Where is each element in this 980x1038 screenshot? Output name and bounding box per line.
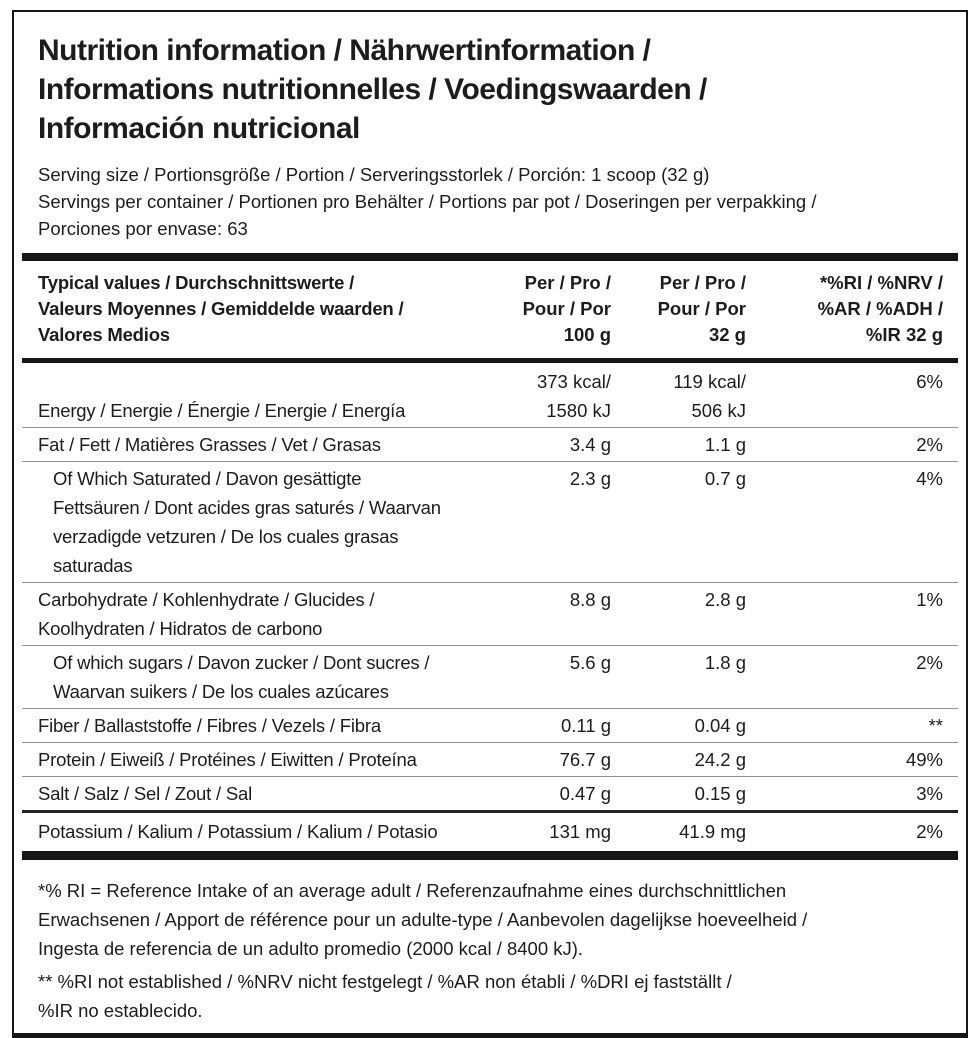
table-bottom-bar: [22, 851, 958, 860]
value-per-32g: 24.2 g: [694, 749, 746, 770]
value-per-100g: 76.7 g: [559, 749, 611, 770]
value-per-100g: 0.11 g: [560, 715, 611, 736]
row-sugars: Of which sugars / Davon zucker / Dont su…: [22, 646, 958, 709]
nutrition-table: Typical values / Durchschnittswerte / Va…: [22, 261, 958, 860]
serving-size-text: Serving size / Portionsgröße / Portion /…: [38, 164, 710, 185]
row-protein: Protein / Eiweiß / Protéines / Eiwitten …: [22, 743, 958, 777]
value-per-100g: 5.6 g: [569, 652, 611, 673]
value-per-100g: 373 kcal/ 1580 kJ: [536, 371, 611, 421]
value-ri-percent: 6%: [916, 371, 943, 392]
row-fat: Fat / Fett / Matières Grasses / Vet / Gr…: [22, 428, 958, 462]
value-per-32g: 1.8 g: [704, 652, 746, 673]
footnote-reference-intake: *% RI = Reference Intake of an average a…: [38, 880, 808, 959]
value-per-100g: 0.47 g: [559, 783, 611, 804]
header-reference-intake: *%RI / %NRV / %AR / %ADH / %IR 32 g: [817, 272, 943, 345]
value-per-100g: 8.8 g: [569, 589, 611, 610]
nutrient-label: Of Which Saturated / Davon gesättigte Fe…: [53, 468, 441, 576]
header-per-32g: Per / Pro / Pour / Por 32 g: [657, 272, 746, 345]
value-per-32g: 0.15 g: [694, 783, 746, 804]
value-ri-percent: 2%: [916, 434, 943, 455]
header-bottom-bar: [22, 358, 958, 363]
row-saturated-fat: Of Which Saturated / Davon gesättigte Fe…: [22, 462, 958, 583]
label-title: Nutrition information / Nährwertinformat…: [38, 34, 707, 145]
nutrient-label: Energy / Energie / Énergie / Energie / E…: [38, 400, 406, 421]
value-ri-percent: 3%: [916, 783, 943, 804]
nutrient-label: Salt / Salz / Sel / Zout / Sal: [38, 783, 253, 804]
value-per-32g: 2.8 g: [704, 589, 746, 610]
nutrition-label: Nutrition information / Nährwertinformat…: [12, 10, 968, 1038]
value-per-32g: 41.9 mg: [679, 821, 746, 842]
serving-info: Serving size / Portionsgröße / Portion /…: [38, 161, 958, 242]
nutrient-label: Potassium / Kalium / Potassium / Kalium …: [38, 821, 438, 842]
header-per-100g: Per / Pro / Pour / Por 100 g: [522, 272, 611, 345]
value-per-100g: 2.3 g: [569, 468, 611, 489]
nutrient-label: Fiber / Ballaststoffe / Fibres / Vezels …: [38, 715, 381, 736]
row-salt: Salt / Salz / Sel / Zout / Sal 0.47 g 0.…: [22, 777, 958, 813]
header-typical-values: Typical values / Durchschnittswerte / Va…: [38, 272, 404, 345]
value-per-32g: 0.04 g: [694, 715, 746, 736]
footnote-not-established: ** %RI not established / %NRV nicht fest…: [38, 971, 732, 1021]
value-per-32g: 1.1 g: [704, 434, 746, 455]
table-top-bar: [22, 253, 958, 261]
row-potassium: Potassium / Kalium / Potassium / Kalium …: [22, 813, 958, 851]
value-per-32g: 0.7 g: [704, 468, 746, 489]
value-ri-percent: 1%: [916, 589, 943, 610]
value-ri-percent: 49%: [905, 749, 943, 770]
row-energy: Energy / Energie / Énergie / Energie / E…: [22, 363, 958, 428]
nutrient-label: Fat / Fett / Matières Grasses / Vet / Gr…: [38, 434, 381, 455]
value-per-100g: 131 mg: [549, 821, 611, 842]
value-per-100g: 3.4 g: [569, 434, 611, 455]
servings-per-container-text: Servings per container / Portionen pro B…: [38, 191, 817, 239]
row-fiber: Fiber / Ballaststoffe / Fibres / Vezels …: [22, 709, 958, 743]
value-ri-percent: 4%: [916, 468, 943, 489]
value-per-32g: 119 kcal/ 506 kJ: [673, 371, 746, 421]
value-ri-percent: **: [928, 715, 943, 736]
row-carbohydrate: Carbohydrate / Kohlenhydrate / Glucides …: [22, 583, 958, 646]
nutrient-label: Carbohydrate / Kohlenhydrate / Glucides …: [38, 589, 375, 639]
value-ri-percent: 2%: [916, 652, 943, 673]
table-header-row: Typical values / Durchschnittswerte / Va…: [22, 261, 958, 358]
nutrient-label: Protein / Eiweiß / Protéines / Eiwitten …: [38, 749, 417, 770]
nutrient-label: Of which sugars / Davon zucker / Dont su…: [53, 652, 430, 702]
value-ri-percent: 2%: [916, 821, 943, 842]
